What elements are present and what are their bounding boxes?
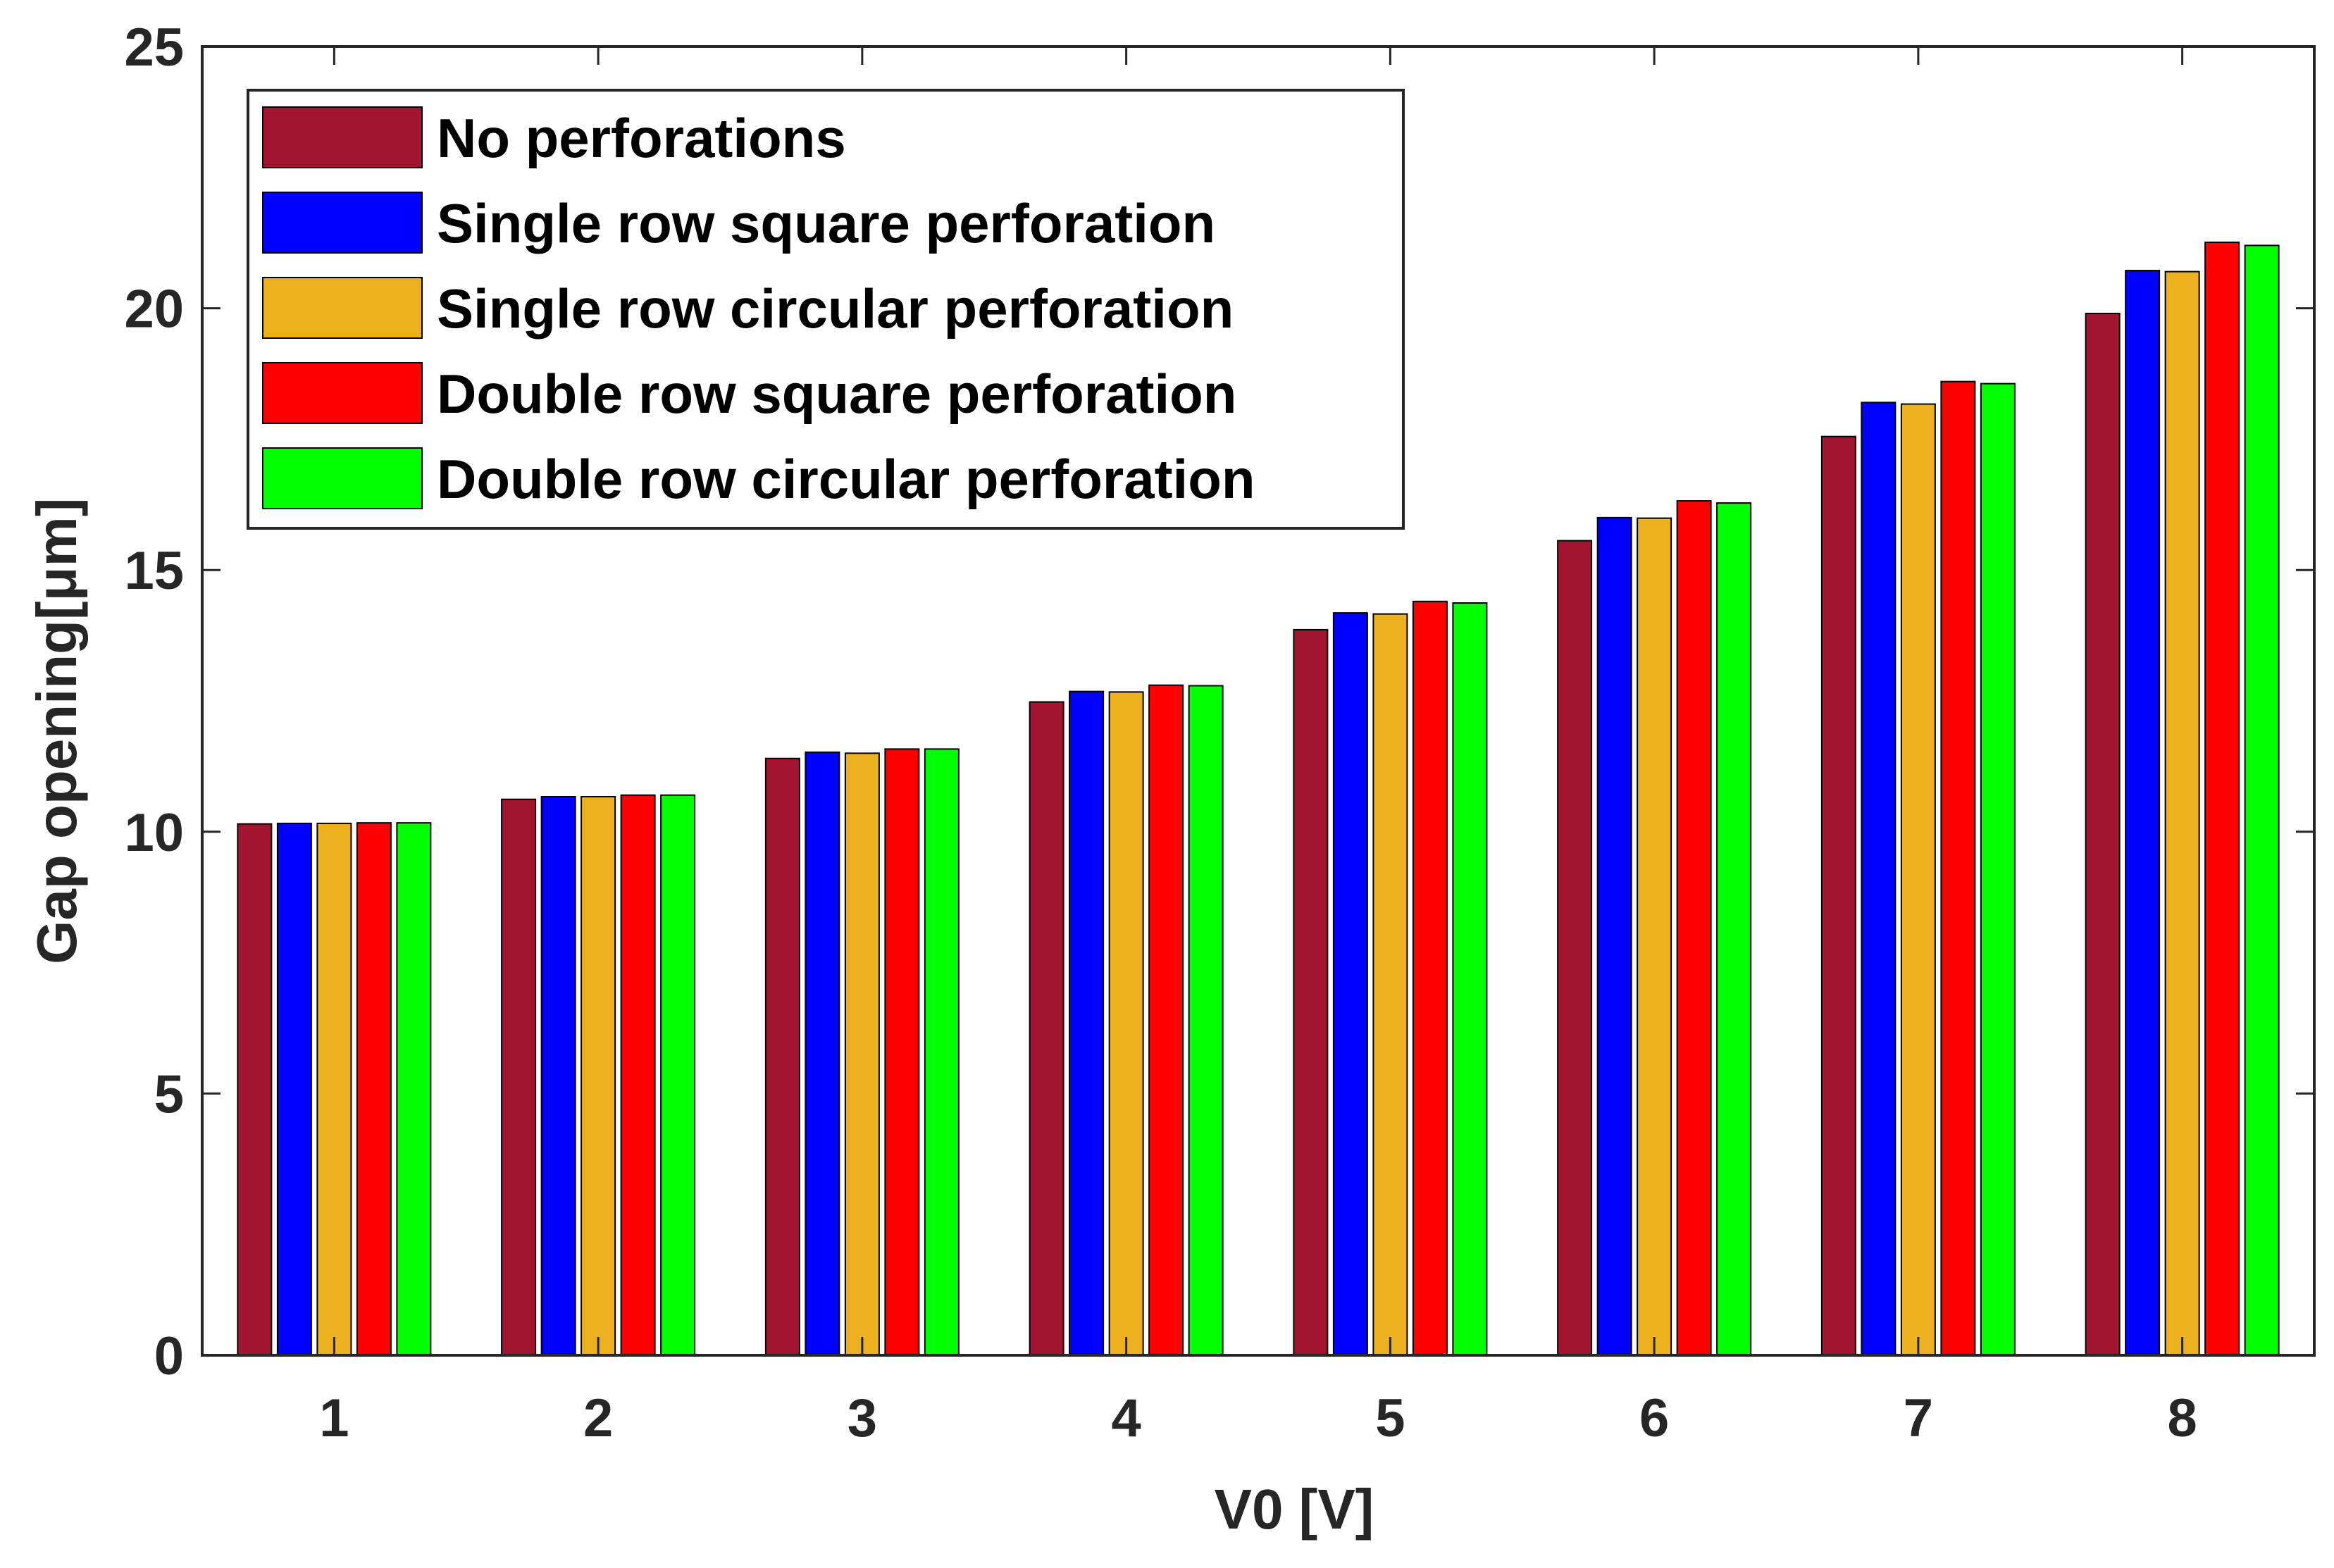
bar-series-5-cat-5 (1452, 602, 1488, 1356)
bar-series-3-cat-8 (2164, 270, 2200, 1356)
bar-series-2-cat-5 (1332, 612, 1368, 1356)
bar-series-2-cat-7 (1861, 402, 1897, 1356)
x-tick-label: 2 (583, 1388, 613, 1448)
bar-series-2-cat-8 (2125, 270, 2161, 1356)
legend-label-4: Double row square perforation (437, 363, 1236, 425)
legend-label-3: Single row circular perforation (437, 278, 1234, 340)
plot-area-frame (201, 45, 2316, 1357)
y-tick-label: 15 (124, 541, 184, 601)
bar-series-4-cat-3 (884, 748, 920, 1356)
bar-series-3-cat-2 (581, 796, 616, 1356)
bar-series-1-cat-7 (1820, 435, 1856, 1357)
x-axis-ticks: 1 2 3 4 5 6 7 8 (319, 46, 2197, 1448)
y-axis-title: Gap opening[μm] (25, 498, 88, 964)
bar-series-5-cat-2 (660, 794, 696, 1356)
bar-series-5-cat-3 (924, 748, 960, 1356)
x-tick-label: 1 (319, 1388, 349, 1448)
x-tick-label: 6 (1639, 1388, 1669, 1448)
bar-series-4-cat-1 (356, 822, 392, 1357)
x-tick-label: 7 (1904, 1388, 1933, 1448)
x-tick-label: 4 (1111, 1388, 1141, 1448)
bar-series-5-cat-6 (1716, 502, 1752, 1356)
legend-swatch-4 (262, 362, 423, 424)
bar-series-3-cat-5 (1372, 613, 1408, 1356)
bars-group (237, 241, 2280, 1357)
bar-series-3-cat-1 (316, 822, 352, 1356)
y-tick-label: 25 (124, 18, 184, 77)
bar-series-3-cat-4 (1108, 691, 1144, 1356)
x-tick-label: 3 (848, 1388, 877, 1448)
bar-series-4-cat-4 (1148, 684, 1184, 1356)
bar-series-2-cat-3 (805, 751, 840, 1356)
legend-swatch-1 (262, 106, 423, 168)
legend-swatch-5 (262, 447, 423, 509)
bar-series-4-cat-8 (2204, 241, 2240, 1356)
y-tick-label: 0 (154, 1326, 184, 1386)
y-tick-label: 5 (154, 1064, 184, 1124)
x-tick-label: 8 (2167, 1388, 2197, 1448)
bar-series-5-cat-7 (1980, 382, 2016, 1356)
x-axis-title: V0 [V] (1215, 1478, 1374, 1541)
bar-series-1-cat-3 (764, 757, 800, 1356)
bar-series-5-cat-1 (396, 822, 432, 1357)
legend-label-2: Single row square perforation (437, 192, 1215, 254)
x-tick-label: 5 (1375, 1388, 1405, 1448)
bar-series-4-cat-2 (620, 794, 656, 1356)
bar-series-2-cat-2 (540, 796, 576, 1356)
legend-swatch-2 (262, 192, 423, 254)
bar-series-5-cat-8 (2244, 244, 2280, 1356)
bar-series-1-cat-4 (1029, 701, 1064, 1356)
bar-series-4-cat-6 (1676, 500, 1712, 1356)
bar-series-2-cat-1 (276, 822, 312, 1356)
bar-series-3-cat-7 (1900, 403, 1936, 1356)
bar-series-2-cat-4 (1069, 690, 1105, 1356)
bar-series-4-cat-7 (1940, 380, 1976, 1357)
bar-series-1-cat-2 (501, 798, 537, 1356)
legend-swatch-3 (262, 277, 423, 339)
bar-series-1-cat-6 (1557, 540, 1593, 1356)
bar-series-2-cat-6 (1596, 516, 1632, 1356)
legend: No perforations Single row square perfora… (247, 89, 1405, 530)
bar-series-4-cat-5 (1412, 600, 1448, 1356)
bar-series-1-cat-1 (237, 823, 273, 1356)
bar-series-3-cat-6 (1637, 517, 1672, 1357)
legend-label-5: Double row circular perforation (437, 448, 1255, 510)
y-tick-label: 10 (124, 803, 184, 863)
legend-label-1: No perforations (437, 107, 846, 169)
y-tick-label: 20 (124, 280, 184, 340)
legend-box (247, 89, 1405, 530)
bar-series-1-cat-5 (1293, 628, 1329, 1356)
bar-series-5-cat-4 (1188, 685, 1224, 1356)
bar-series-3-cat-3 (844, 752, 880, 1356)
bar-series-1-cat-8 (2085, 313, 2121, 1357)
